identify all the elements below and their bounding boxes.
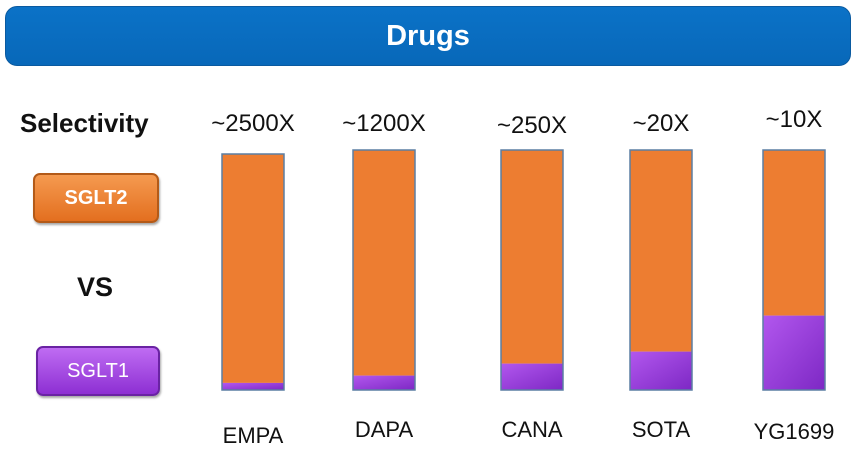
- drug-category-label: YG1699: [754, 419, 835, 444]
- selectivity-label: Selectivity: [20, 108, 149, 138]
- drug-category-label: EMPA: [223, 423, 284, 448]
- legend-sglt2-pill: SGLT2: [33, 173, 159, 223]
- selectivity-ratio-label: ~1200X: [342, 110, 425, 137]
- drug-category-label: CANA: [501, 417, 562, 442]
- vs-label: VS: [77, 272, 114, 302]
- bar-outline-dapa: [352, 149, 416, 391]
- drug-category-label: DAPA: [355, 417, 414, 442]
- drug-category-label: SOTA: [632, 417, 691, 442]
- selectivity-ratio-label: ~250X: [497, 112, 567, 139]
- bar-sglt2-sota: [630, 150, 692, 352]
- bar-sglt2-cana: [501, 150, 563, 364]
- legend-sglt1-label: SGLT1: [67, 359, 129, 382]
- legend-sglt1-pill: SGLT1: [36, 346, 160, 396]
- bars-group: ~2500X EMPA ~1200X DAPA ~250X CANA ~20X SOTA ~10…: [211, 106, 834, 448]
- selectivity-ratio-label: ~20X: [633, 110, 690, 137]
- bar-sglt1-cana: [501, 363, 563, 390]
- bar-sglt2-yg1699: [763, 150, 825, 316]
- bar-sglt2-dapa: [353, 150, 415, 376]
- bar-sglt1-yg1699: [763, 315, 825, 390]
- chart-title-banner: Drugs: [5, 6, 851, 66]
- bar-outline-cana: [500, 149, 564, 391]
- bar-outline-sota: [629, 149, 693, 391]
- bar-outline-yg1699: [762, 149, 826, 391]
- legend-sglt2-label: SGLT2: [64, 186, 128, 209]
- selectivity-ratio-label: ~2500X: [211, 110, 294, 137]
- bar-sglt1-dapa: [353, 375, 415, 390]
- bar-sglt1-empa: [222, 382, 284, 390]
- chart-title: Drugs: [386, 19, 470, 52]
- bar-sglt2-empa: [222, 154, 284, 383]
- bar-sglt1-sota: [630, 351, 692, 390]
- bar-outline-empa: [221, 153, 285, 391]
- selectivity-ratio-label: ~10X: [766, 106, 823, 133]
